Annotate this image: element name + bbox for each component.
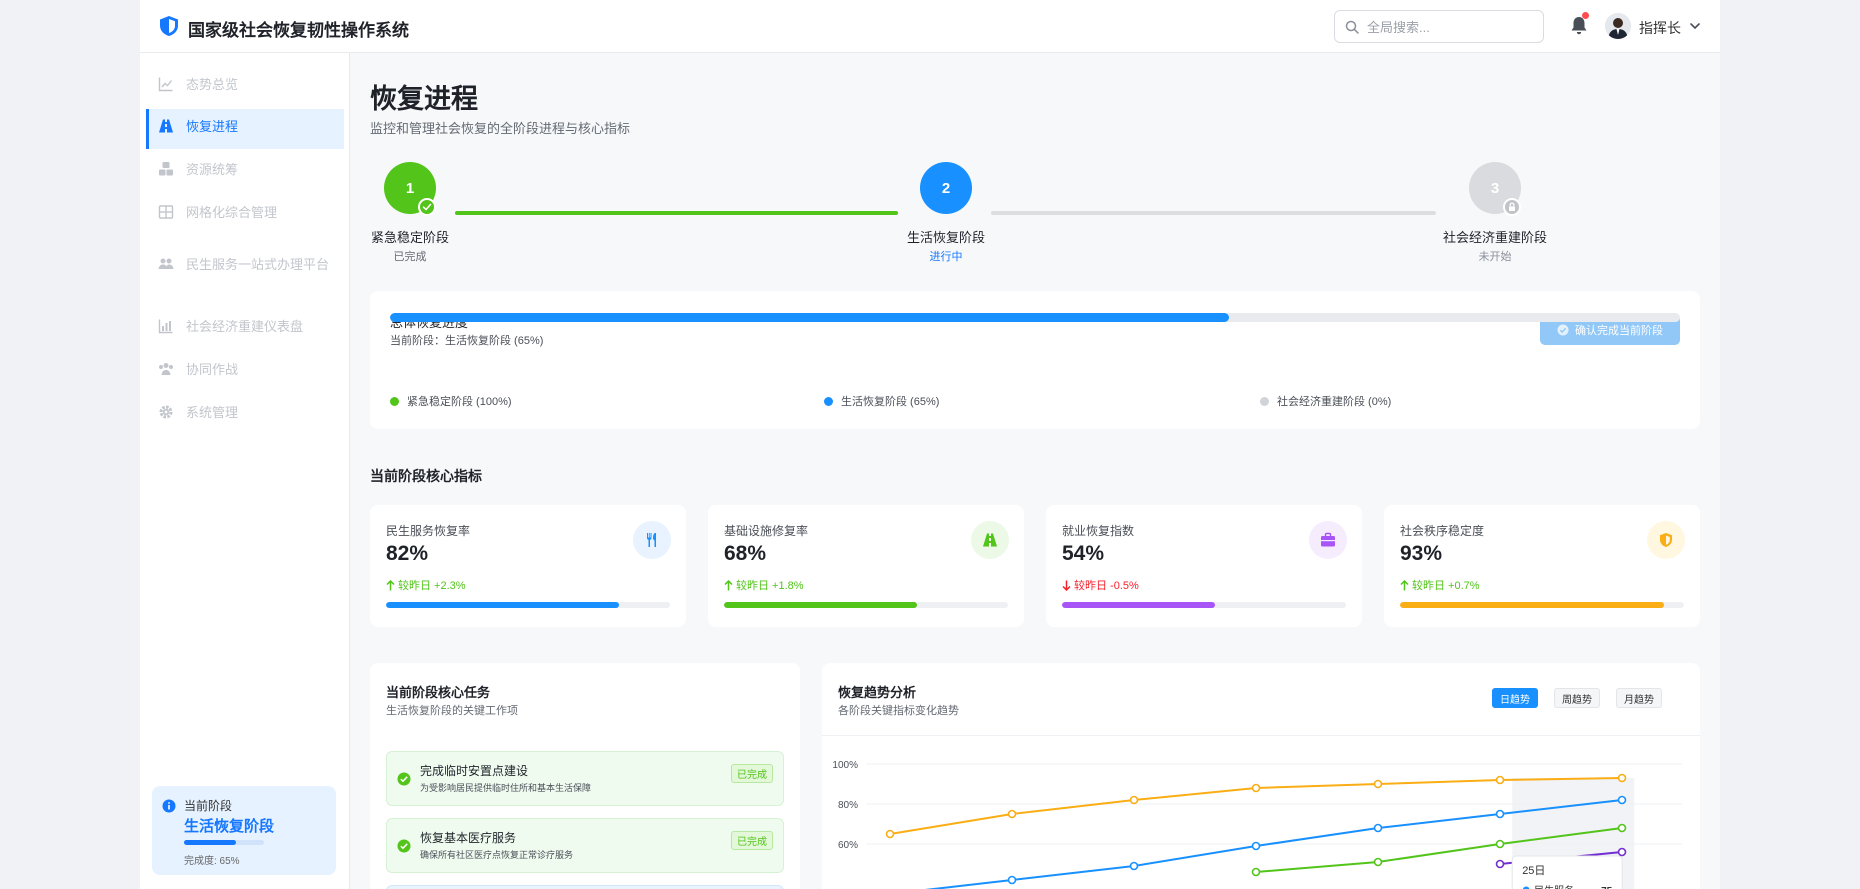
team-icon [159, 363, 173, 375]
phase-card-label: 当前阶段 [184, 799, 233, 813]
notification-dot [1582, 12, 1589, 19]
boxes-icon [159, 162, 173, 176]
step-3-name: 社会经济重建阶段 [1442, 230, 1547, 245]
legend-dot-emergency [390, 396, 399, 406]
step-3-number: 3 [1490, 179, 1500, 197]
global-search[interactable] [1334, 10, 1544, 43]
road-icon [159, 119, 173, 133]
phase-card-progress-track [184, 840, 264, 845]
user-name[interactable]: 指挥长 [1639, 20, 1681, 36]
phase-card-progress-fill [184, 840, 236, 845]
main-content: 恢复进程 监控和管理社会恢复的全阶段进程与核心指标 1 紧急稳定阶段 已完成 2… [370, 53, 1700, 889]
legend-dot-reconstruction [1260, 396, 1269, 406]
app-window: 国家级社会恢复韧性操作系统 指挥长 [140, 0, 1720, 889]
search-input[interactable] [1367, 18, 1535, 36]
sidebar-item-recovery-progress[interactable]: 恢复进程 [146, 109, 344, 149]
legend-label: 紧急稳定阶段 (100%) [407, 396, 512, 408]
chart-bar-icon [158, 319, 173, 334]
legend-dot-livelihood [824, 396, 833, 406]
shield-logo-icon [160, 16, 178, 36]
tab-daily-trend[interactable]: 日趋势 [1492, 688, 1538, 708]
sidebar-item-economic-dashboard[interactable]: 社会经济重建仪表盘 [146, 309, 344, 344]
step-2-circle: 2 [920, 162, 972, 214]
overall-progress-fill [390, 313, 1229, 322]
sidebar-item-label: 系统管理 [186, 405, 239, 420]
legend-livelihood: 生活恢复阶段 (65%) [824, 393, 939, 409]
sidebar-item-overview[interactable]: 态势总览 [146, 67, 344, 102]
search-icon [1345, 20, 1359, 34]
top-header: 国家级社会恢复韧性操作系统 指挥长 [140, 0, 1720, 53]
sidebar-item-system-settings[interactable]: 系统管理 [146, 395, 344, 430]
step-2-status: 进行中 [929, 251, 963, 263]
grid-icon [158, 205, 174, 219]
step-3-status: 未开始 [1478, 251, 1512, 263]
tab-weekly-trend[interactable]: 周趋势 [1554, 688, 1600, 708]
confirm-phase-label: 确认完成当前阶段 [1575, 325, 1663, 337]
sidebar-item-resources[interactable]: 资源统筹 [146, 152, 344, 187]
step-2-name: 生活恢复阶段 [906, 230, 985, 245]
step-2-number: 2 [941, 179, 951, 197]
phase-card-progress-text: 完成度: 65% [184, 856, 240, 867]
legend-label: 生活恢复阶段 (65%) [841, 396, 940, 408]
sidebar-item-label: 态势总览 [186, 77, 239, 92]
check-circle-icon [1557, 324, 1569, 336]
app-title: 国家级社会恢复韧性操作系统 [188, 21, 409, 40]
sidebar-item-grid-management[interactable]: 网格化综合管理 [146, 195, 344, 230]
sidebar-item-label: 社会经济重建仪表盘 [186, 319, 304, 334]
tab-monthly-trend[interactable]: 月趋势 [1616, 688, 1662, 708]
phase-card-value: 生活恢复阶段 [184, 818, 275, 835]
chevron-down-icon[interactable] [1689, 20, 1701, 32]
sidebar-item-label: 网格化综合管理 [186, 205, 278, 220]
step-3-lock-icon [1503, 198, 1521, 216]
bell-icon[interactable] [1569, 15, 1589, 37]
progress-subtitle: 当前阶段：生活恢复阶段 (65%) [390, 335, 544, 347]
chart-line-icon [158, 77, 173, 92]
sidebar-item-label: 资源统筹 [186, 162, 239, 177]
legend-label: 社会经济重建阶段 (0%) [1277, 396, 1392, 408]
step-connector-1 [455, 211, 898, 215]
step-connector-2 [991, 211, 1436, 215]
user-avatar-icon [1605, 13, 1631, 39]
overall-progress-track [390, 313, 1680, 322]
page-subtitle: 监控和管理社会恢复的全阶段进程与核心指标 [370, 121, 631, 136]
info-icon [162, 799, 176, 813]
overall-progress-card: 总体恢复进度 当前阶段：生活恢复阶段 (65%) 确认完成当前阶段 [370, 291, 1700, 429]
legend-emergency: 紧急稳定阶段 (100%) [390, 393, 512, 409]
sidebar-item-collaboration[interactable]: 协同作战 [146, 352, 344, 387]
current-phase-card: 当前阶段 生活恢复阶段 完成度: 65% [152, 786, 336, 875]
step-1-number: 1 [405, 179, 415, 197]
avatar[interactable] [1605, 13, 1631, 39]
legend-reconstruction: 社会经济重建阶段 (0%) [1260, 393, 1391, 409]
step-1-check-icon [418, 198, 436, 216]
sidebar-item-label: 协同作战 [186, 362, 239, 377]
step-1-name: 紧急稳定阶段 [370, 230, 449, 245]
gear-icon [159, 405, 173, 419]
sidebar-item-livelihood-services[interactable]: 民生服务一站式办理平台 [146, 247, 344, 282]
page-title: 恢复进程 [370, 84, 478, 114]
users-icon [158, 258, 174, 269]
sidebar-item-label: 民生服务一站式办理平台 [186, 257, 330, 272]
step-1-status: 已完成 [393, 251, 427, 263]
sidebar: 态势总览 恢复进程 资源统筹 网格化综合管理 民生服务一站式办理平台 社会经济重… [140, 53, 350, 889]
sidebar-item-label: 恢复进程 [186, 119, 239, 134]
